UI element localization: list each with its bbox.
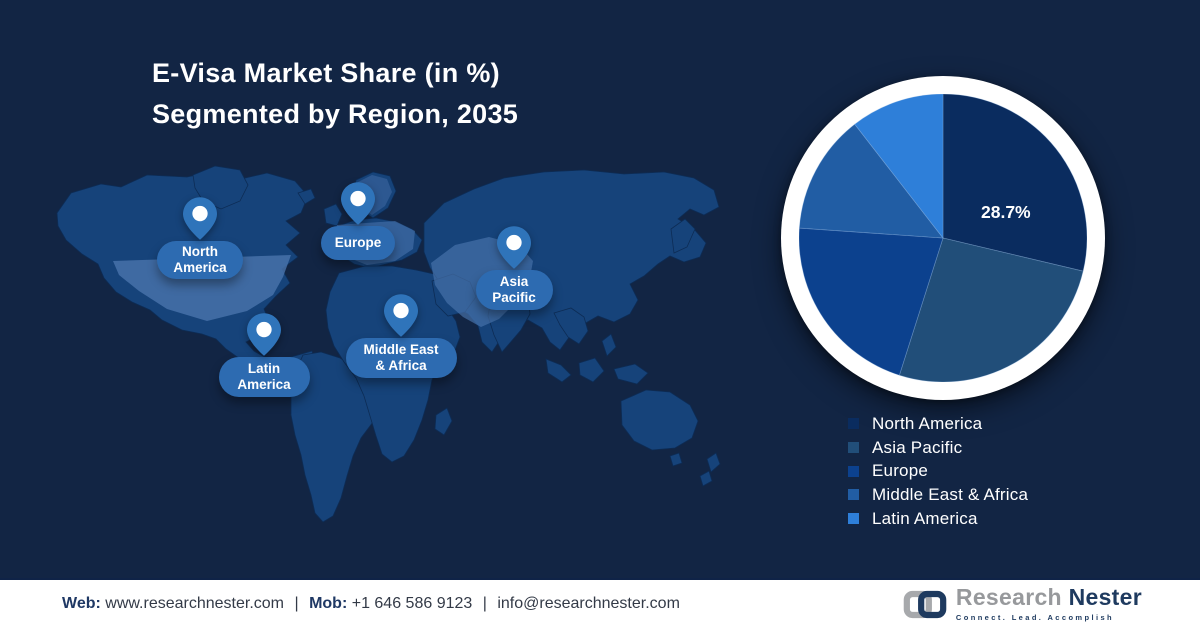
legend-swatch bbox=[848, 489, 859, 501]
legend-item-north-america: North America bbox=[848, 412, 1028, 436]
map-pin-north-america: North America bbox=[156, 197, 244, 279]
highlight-usa bbox=[113, 255, 291, 321]
phone-value: +1 646 586 9123 bbox=[351, 595, 473, 612]
footer-bar: Web: www.researchnester.com | Mob: +1 64… bbox=[0, 578, 1200, 628]
pie-chart bbox=[799, 94, 1087, 382]
island-japan bbox=[670, 218, 696, 254]
map-pin-asia-pacific: Asia Pacific bbox=[475, 226, 553, 310]
web-label: Web: bbox=[62, 595, 101, 612]
island-iceland bbox=[297, 188, 316, 205]
map-pin-middle-east-africa: Middle East & Africa bbox=[345, 294, 457, 378]
logo-text: Research Nester Connect. Lead. Accomplis… bbox=[955, 586, 1142, 623]
legend-item-asia-pacific: Asia Pacific bbox=[848, 436, 1028, 460]
island-philippines bbox=[601, 333, 617, 357]
email-value: info@researchnester.com bbox=[497, 595, 680, 612]
separator: | bbox=[482, 595, 487, 612]
logo-name-research: Research bbox=[955, 584, 1062, 610]
legend-swatch bbox=[848, 442, 859, 454]
region-bubble-latin-america: Latin America bbox=[218, 357, 310, 397]
region-bubble-europe: Europe bbox=[321, 226, 395, 260]
island-madagascar bbox=[434, 407, 453, 436]
legend-label: Middle East & Africa bbox=[872, 484, 1029, 504]
pie-data-label: 28.7% bbox=[981, 202, 1031, 222]
legend-label: North America bbox=[872, 413, 983, 433]
legend-swatch bbox=[848, 513, 859, 525]
pie-slice-middle-east-africa bbox=[799, 123, 944, 239]
island-sumatra bbox=[545, 358, 572, 383]
location-pin-icon bbox=[183, 197, 217, 240]
legend-swatch bbox=[848, 418, 859, 430]
map-pin-latin-america: Latin America bbox=[218, 313, 310, 397]
pie-slice-latin-america bbox=[854, 94, 944, 240]
legend-item-middle-east-africa: Middle East & Africa bbox=[848, 483, 1028, 507]
pie-slice-north-america bbox=[942, 94, 1087, 272]
location-pin-icon bbox=[384, 294, 418, 337]
island-new-zealand-south bbox=[699, 470, 713, 487]
page-title-line1: E-Visa Market Share (in %) bbox=[152, 58, 500, 88]
legend-label: Asia Pacific bbox=[872, 437, 963, 457]
island-new-zealand-north bbox=[706, 452, 721, 473]
footer-contact-info: Web: www.researchnester.com | Mob: +1 64… bbox=[62, 595, 680, 613]
region-bubble-middle-east-africa: Middle East & Africa bbox=[345, 338, 457, 378]
region-bubble-asia-pacific: Asia Pacific bbox=[475, 270, 553, 310]
region-bubble-north-america: North America bbox=[157, 241, 243, 279]
map-pin-europe: Europe bbox=[320, 182, 396, 260]
chart-legend: North America Asia Pacific Europe Middle… bbox=[848, 412, 1028, 530]
legend-swatch bbox=[848, 465, 859, 477]
research-nester-logo: Research Nester Connect. Lead. Accomplis… bbox=[903, 586, 1142, 622]
pie-slice-europe bbox=[799, 227, 944, 376]
location-pin-icon bbox=[341, 182, 375, 225]
page-title-line2: Segmented by Region, 2035 bbox=[152, 99, 519, 129]
island-greenland bbox=[192, 165, 249, 210]
island-borneo bbox=[578, 357, 605, 383]
separator: | bbox=[294, 595, 299, 612]
logo-tagline: Connect. Lead. Accomplish bbox=[955, 613, 1114, 622]
mobile-label: Mob: bbox=[309, 595, 348, 612]
region-southeast-asia bbox=[553, 307, 589, 345]
pie-chart-ring bbox=[781, 76, 1105, 400]
logo-name: Research Nester bbox=[956, 586, 1142, 609]
legend-item-europe: Europe bbox=[848, 459, 1028, 483]
website-value: www.researchnester.com bbox=[105, 595, 284, 612]
location-pin-icon bbox=[497, 226, 531, 269]
logo-name-nester: Nester bbox=[1068, 584, 1142, 610]
legend-label: Europe bbox=[872, 461, 929, 481]
island-new-guinea bbox=[613, 363, 649, 385]
island-tasmania bbox=[669, 452, 683, 467]
chain-links-logo-icon bbox=[903, 590, 947, 618]
page-title: E-Visa Market Share (in %) Segmented by … bbox=[152, 53, 518, 135]
continent-australia bbox=[620, 389, 699, 451]
pie-slice-asia-pacific bbox=[898, 237, 1084, 382]
island-britain bbox=[323, 203, 343, 227]
location-pin-icon bbox=[247, 313, 281, 356]
legend-label: Latin America bbox=[872, 508, 978, 528]
legend-item-latin-america: Latin America bbox=[848, 507, 1028, 531]
